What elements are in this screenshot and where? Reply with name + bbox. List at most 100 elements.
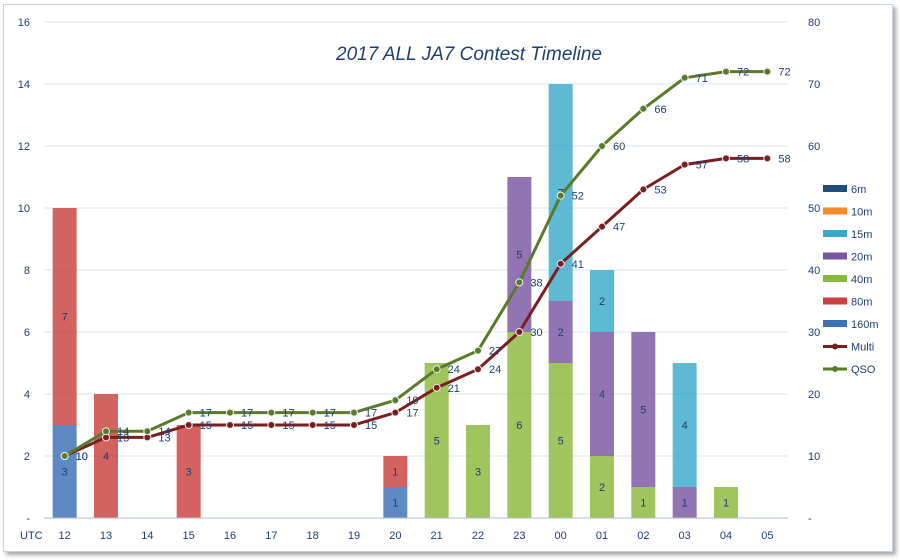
series-point [60, 452, 69, 460]
bar-value-label: 1 [392, 467, 398, 479]
bar-value-label: 3 [186, 467, 192, 479]
line-value-label: 27 [489, 346, 501, 358]
bar-segment [507, 332, 532, 518]
bar-value-label: 4 [103, 451, 109, 463]
y2-tick-label: 50 [808, 203, 820, 215]
bar-segment [507, 177, 532, 332]
series-point [722, 154, 730, 163]
line-value-label: 21 [448, 383, 460, 395]
series-point [680, 73, 689, 82]
series-point [680, 160, 689, 169]
bar-value-label: 5 [434, 436, 440, 448]
bar-segment [52, 425, 77, 518]
line-value-label: 10 [76, 451, 88, 463]
series-point [308, 408, 317, 417]
line-value-label: 15 [324, 420, 336, 432]
series-point [432, 383, 441, 392]
legend-label: 40m [851, 274, 872, 286]
y2-tick-label: 60 [808, 141, 820, 153]
series-point [102, 427, 110, 436]
series-point [226, 408, 234, 417]
bar-value-label: 4 [599, 389, 605, 401]
bar-segment [672, 487, 697, 518]
x-tick-label: 02 [637, 530, 649, 542]
bar-value-label: 1 [392, 498, 398, 510]
series-line [63, 70, 768, 458]
y-tick-label: 16 [18, 17, 30, 29]
line-value-label: 47 [613, 222, 625, 234]
y-tick-label: 2 [24, 451, 30, 463]
series-point [515, 278, 524, 287]
y-tick-label: 6 [24, 327, 30, 339]
legend-swatch [823, 207, 847, 215]
legend-marker [832, 343, 838, 350]
line-value-label: 52 [572, 191, 584, 203]
line-value-label: 72 [778, 67, 790, 79]
legend-swatch [823, 297, 847, 305]
line-value-label: 19 [406, 395, 418, 407]
legend-marker [832, 366, 838, 372]
legend-swatch [823, 185, 847, 192]
line-value-label: 17 [406, 408, 418, 420]
series-point [763, 67, 772, 76]
series-point [515, 328, 524, 336]
chart-title: 2017 ALL JA7 Contest Timeline [335, 44, 602, 65]
bar-segment [466, 425, 490, 518]
line-value-label: 10 [76, 451, 88, 463]
y-tick-label: - [26, 513, 30, 525]
bar-segment [714, 487, 738, 518]
y2-tick-label: 40 [808, 265, 820, 277]
bar-value-label: 6 [516, 420, 522, 432]
series-point [308, 421, 317, 429]
bar-value-label: 5 [516, 250, 522, 262]
series-point [474, 346, 482, 355]
series-point [226, 421, 234, 429]
bar-segment [548, 363, 573, 518]
line-value-label: 13 [117, 432, 129, 444]
y-tick-label: 10 [18, 203, 30, 215]
series-point [639, 185, 648, 194]
bars: 374311536552724215141 [52, 84, 738, 518]
bar-segment [590, 456, 614, 518]
bar-segment [548, 301, 573, 363]
series-point [763, 154, 772, 163]
series-point [350, 421, 358, 429]
line-value-label: 17 [200, 408, 212, 420]
bar-value-label: 1 [682, 498, 688, 510]
series-point [474, 365, 482, 374]
line-value-label: 24 [489, 364, 501, 376]
x-tick-label: 13 [100, 530, 112, 542]
legend-label: QSO [851, 364, 876, 376]
bar-segment [631, 487, 656, 518]
legend: 6m 10m 15m 20m 40m 80m 160m Multi QSO [823, 184, 879, 376]
bar-value-label: 1 [640, 498, 646, 510]
y2-tick-label: 20 [808, 389, 820, 401]
x-axis-label: UTC [20, 530, 43, 542]
x-tick-label: 00 [555, 530, 567, 542]
x-tick-label: 03 [679, 530, 691, 542]
bar-value-label: 7 [62, 312, 68, 324]
series-line [64, 156, 768, 458]
line-value-label: 66 [654, 104, 666, 116]
bar-value-label: 5 [558, 436, 564, 448]
line-value-label: 14 [158, 426, 170, 438]
series-point [556, 259, 565, 268]
line-value-label: 15 [241, 420, 253, 432]
legend-swatch [823, 275, 847, 282]
legend-label: 160m [851, 319, 879, 331]
x-tick-label: 04 [720, 530, 732, 542]
bar-value-label: 4 [682, 420, 688, 432]
series-point [598, 142, 606, 150]
y2-tick-label: 10 [808, 451, 820, 463]
series-point [267, 408, 276, 417]
x-tick-label: 14 [141, 530, 153, 542]
line-value-label: 24 [448, 364, 460, 376]
y2-tick-label: 80 [808, 17, 820, 29]
line-value-label: 41 [572, 259, 584, 271]
bar-value-label: 3 [475, 467, 481, 479]
bar-segment [383, 456, 408, 487]
legend-swatch [823, 252, 847, 260]
line-value-label: 17 [241, 408, 253, 420]
x-tick-label: 18 [307, 530, 319, 542]
